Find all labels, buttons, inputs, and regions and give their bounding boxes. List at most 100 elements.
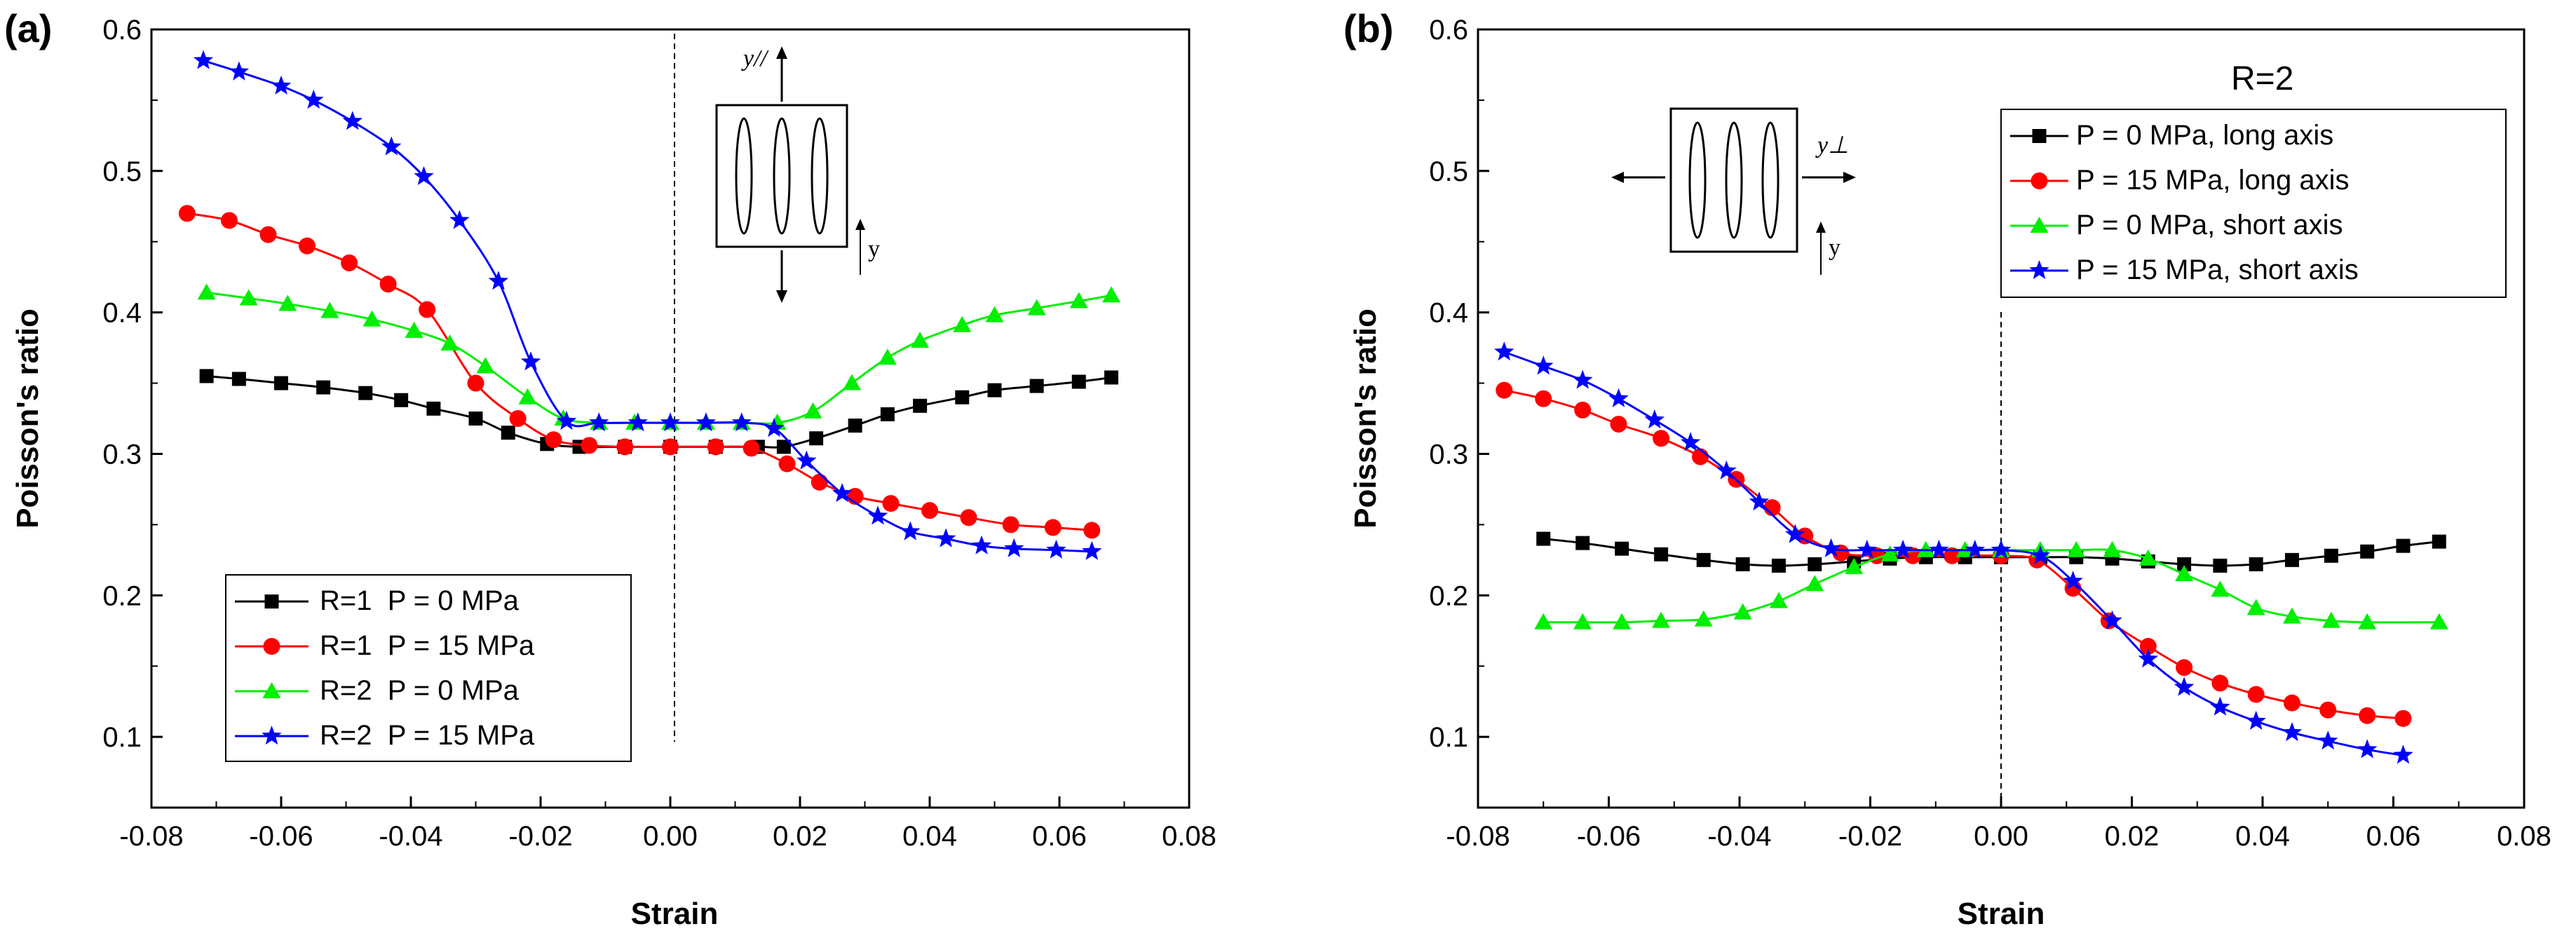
panel-b-series-3-point (1694, 610, 1713, 627)
panel-a-series-2-point (882, 495, 900, 512)
panel-a-series-3-point (197, 283, 216, 300)
panel-b-series-3-point (1573, 613, 1592, 630)
panel-b-series-2 (1496, 381, 2412, 727)
panel-b-legend-box (2000, 109, 2507, 298)
panel-b-series-1-point (2284, 552, 2299, 567)
panel-b-ticks: -0.08 -0.06 -0.04 -0.02 0.00 0.02 0.04 0.06 0.08… (1429, 15, 2551, 852)
panel-a-label: (a) (4, 6, 52, 50)
panel-b-x-tick-label: -0.02 (1838, 821, 1902, 852)
panel-b-series-3-point (2211, 580, 2230, 597)
panel-b-series-3-point (2282, 607, 2301, 624)
panel-b-series-4-point (2393, 745, 2413, 764)
panel-a-inset-ellipse-2 (773, 117, 791, 235)
panel-a-down-arrowhead (776, 290, 787, 303)
panel-b-x-tick-label: 0.06 (2366, 821, 2421, 852)
panel-b-series-4-point (1965, 539, 1985, 559)
panel-b-series-4-point (2174, 677, 2195, 696)
panel-a-y-tick-label: 0.6 (102, 15, 142, 46)
panel-b-series-2-point (2176, 659, 2193, 677)
panel-a-series-4-point (449, 210, 470, 229)
panel-a-y-tick-label: 0.2 (102, 580, 142, 611)
panel-a-legend: R=1 P = 0 MPa R=1 P = 15 MPa R=2 P = 0 M… (225, 574, 632, 762)
panel-b-series-3-point (1845, 557, 1864, 574)
panel-b-series-4-point (1857, 539, 1878, 559)
panel-a-series-1 (199, 369, 1118, 454)
panel-b-series-3-point (2429, 613, 2448, 630)
panel-b-series-3-point (2103, 541, 2122, 557)
panel-a-legend-marker-1 (264, 594, 279, 609)
panel-a-series-4-point (488, 271, 509, 290)
panel-a-series-4-point (935, 528, 956, 548)
panel-a-series-1-point (199, 369, 214, 383)
panel-b-series-2-point (1574, 401, 1592, 419)
panel-b-series-1-point (1808, 557, 1822, 571)
panel-b-y-tick-label: 0.2 (1429, 580, 1468, 611)
panel-b-series-3-point (2321, 611, 2340, 628)
panel-a-series-4-point (1004, 538, 1024, 557)
panel-a-series-2-point (1044, 519, 1062, 536)
panel-a-series-2-point (419, 301, 436, 318)
panel-b-series (1494, 341, 2448, 764)
panel-b-series-2-point (1610, 416, 1627, 433)
panel-b-series-1-point (1696, 552, 1711, 567)
panel-b-series-4-point (2282, 722, 2303, 742)
panel-a-series-3-line (206, 291, 1112, 425)
panel-b-series-4-point (2357, 739, 2378, 759)
panel-a-series (178, 50, 1120, 560)
panel-b-series-2-point (1496, 381, 1513, 399)
panel-b-series-3-point (1652, 611, 1671, 628)
panel-a-series-4-point (414, 165, 434, 185)
panel-a-series-2-point (259, 226, 277, 243)
panel-b-series-1-line (1543, 538, 2439, 567)
panel-a-series-2-point (178, 205, 196, 222)
panel-a-series-2-point (299, 237, 316, 254)
panel-a-series-1-point (776, 440, 791, 454)
panel-b-series-3-point (1880, 545, 1899, 562)
panel-b-legend-label-1: P = 0 MPa, long axis (2076, 120, 2333, 151)
panel-a-series-4-point (971, 535, 992, 555)
panel-a-series-3-point (1102, 286, 1120, 303)
panel-b-y-axis-title: Poisson's ratio (1348, 308, 1383, 529)
panel-a-series-4-point (796, 450, 817, 470)
panel-b-series-3-point (1534, 613, 1553, 630)
panel-b-series-1-point (2324, 548, 2338, 563)
panel-b-series-3-line (1543, 548, 2439, 624)
panel-a-series-4 (193, 50, 1102, 560)
panel-a-series-3-point (239, 289, 258, 306)
panel-b-legend-label-4: P = 15 MPa, short axis (2076, 254, 2359, 285)
panel-a-series-4-point (556, 411, 577, 430)
panel-a-x-tick-label: 0.08 (1162, 821, 1216, 852)
panel-b-series-4-point (2138, 648, 2159, 668)
panel-b-series-1-point (1735, 557, 1750, 571)
panel-a-x-tick-label: 0.00 (643, 821, 698, 852)
panel-a-series-3-point (440, 334, 459, 351)
panel-b-series-1-point (2360, 544, 2375, 559)
panel-b-series-2-point (2247, 686, 2265, 703)
panel-b-series-1-point (2213, 558, 2228, 573)
panel-b-left-arrowhead (1611, 172, 1624, 183)
panel-a-y-tick-label: 0.4 (102, 298, 142, 329)
panel-a-x-tick-label: 0.02 (773, 821, 827, 852)
panel-b-series-1-point (1654, 547, 1669, 562)
panel-a-series-3-point (476, 357, 495, 374)
panel-a-series-2-point (811, 473, 828, 491)
panel-a-series-4-point (1082, 541, 1102, 560)
panel-b-inset-ellipse-2 (1725, 121, 1743, 239)
panel-b-series-1-point (2432, 534, 2446, 549)
panel-a-series-4-point (696, 412, 717, 432)
panel-a-inset-label-top: y// (741, 46, 770, 72)
panel-a-series-4-point (1046, 539, 1066, 559)
panel-a-x-axis-title: Strain (631, 897, 719, 931)
panel-b-series-4-point (1608, 388, 1629, 407)
panel-a-series-4-point (764, 418, 785, 437)
panel-b-series-1-point (1536, 531, 1551, 546)
panel-b-series-1-point (1615, 541, 1629, 556)
panel-a-legend-marker-3 (262, 682, 281, 698)
panel-a-series-2-point (341, 254, 358, 271)
panel-b-series-3-point (2138, 549, 2157, 566)
panel-a-y-arrowhead (855, 219, 865, 230)
panel-b-series-3-point (1805, 575, 1824, 592)
panel-a-series-1-line (206, 374, 1112, 449)
panel-b-legend-title: R=2 (2231, 60, 2293, 97)
panel-a-inset-box (715, 104, 848, 248)
